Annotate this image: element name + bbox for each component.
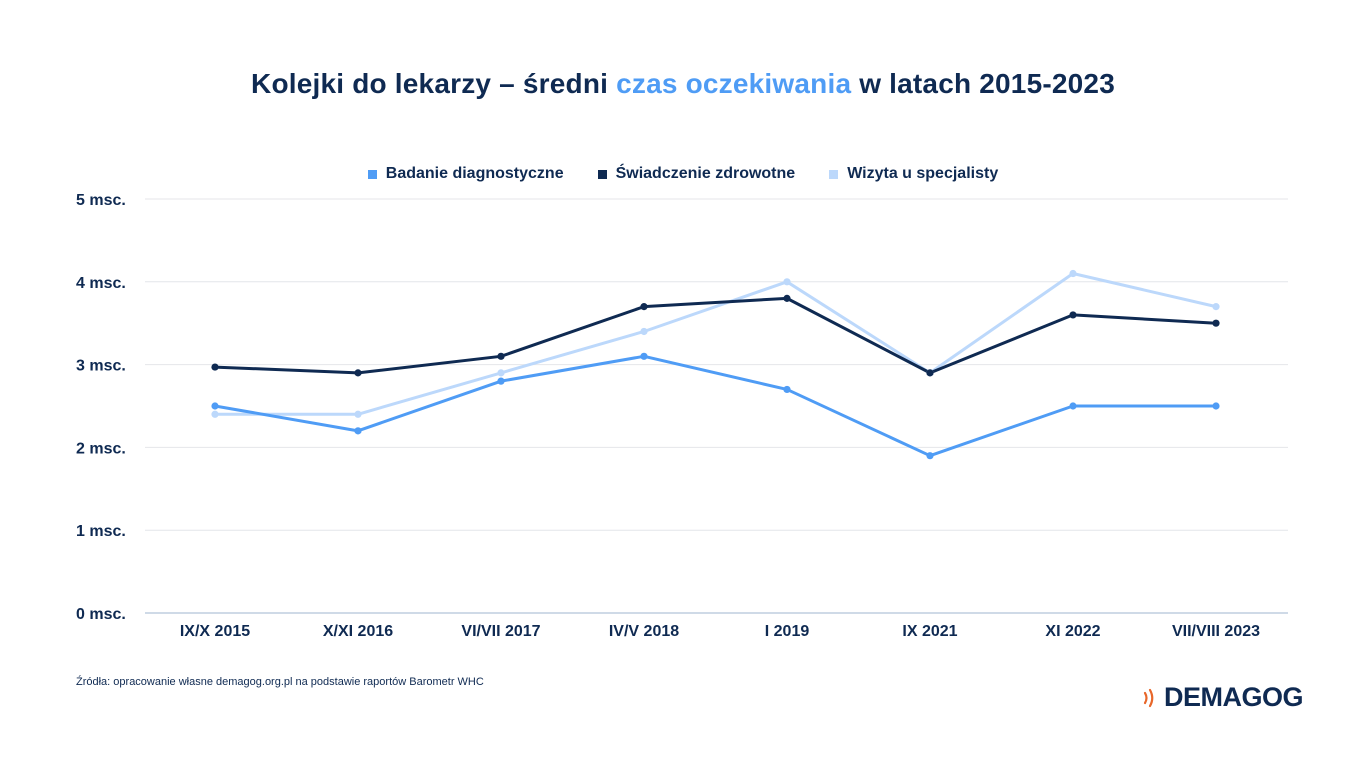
data-point-badanie xyxy=(1069,402,1077,410)
logo-text: DEMAGOG xyxy=(1164,682,1304,712)
data-point-wizyta xyxy=(354,410,362,418)
legend-label-swiadczenie: Świadczenie zdrowotne xyxy=(615,165,796,182)
data-point-badanie xyxy=(926,452,934,460)
data-point-swiadczenie xyxy=(1069,311,1077,319)
x-tick-label: VI/VII 2017 xyxy=(461,623,540,640)
legend-swatch-swiadczenie xyxy=(597,169,607,179)
demagog-logo: DEMAGOG xyxy=(1142,682,1304,713)
data-point-swiadczenie xyxy=(926,369,934,377)
y-tick-label: 2 msc. xyxy=(76,440,126,457)
data-point-swiadczenie xyxy=(783,294,791,302)
chart-legend: Badanie diagnostyczne Świadczenie zdrowo… xyxy=(0,165,1366,183)
chart-title-accent: czas oczekiwania xyxy=(616,68,852,99)
chart-title-part1: Kolejki do lekarzy – średni xyxy=(251,68,617,99)
data-point-wizyta xyxy=(640,327,648,336)
legend-swatch-wizyta xyxy=(829,169,839,179)
data-point-badanie xyxy=(497,377,505,385)
data-point-badanie xyxy=(640,352,648,360)
x-tick-label: IX/X 2015 xyxy=(180,623,250,640)
legend-item-swiadczenie: Świadczenie zdrowotne xyxy=(597,165,796,183)
series-line-swiadczenie xyxy=(213,296,1218,375)
legend-label-badanie: Badanie diagnostyczne xyxy=(385,165,564,182)
data-point-swiadczenie xyxy=(1212,319,1220,327)
y-tick-label: 1 msc. xyxy=(76,523,126,540)
series-line-wizyta xyxy=(213,272,1218,416)
data-point-badanie xyxy=(354,427,362,435)
chart-title-part2: w latach 2015-2023 xyxy=(851,68,1115,99)
data-point-swiadczenie xyxy=(354,369,362,377)
y-tick-label: 0 msc. xyxy=(76,606,126,623)
data-point-badanie xyxy=(783,385,791,394)
y-tick-label: 4 msc. xyxy=(76,275,126,292)
chart-title: Kolejki do lekarzy – średni czas oczekiw… xyxy=(0,68,1366,100)
x-tick-label: IX 2021 xyxy=(902,623,957,640)
data-point-badanie xyxy=(1212,402,1220,410)
y-tick-label: 5 msc. xyxy=(76,192,126,209)
data-point-swiadczenie xyxy=(640,303,648,311)
legend-swatch-badanie xyxy=(367,169,377,179)
data-point-swiadczenie xyxy=(211,363,219,371)
x-tick-label: X/XI 2016 xyxy=(323,623,393,640)
source-note: Źródła: opracowanie własne demagog.org.p… xyxy=(76,676,484,688)
data-point-wizyta xyxy=(497,369,505,377)
data-point-badanie xyxy=(211,402,219,410)
data-point-swiadczenie xyxy=(497,352,505,360)
x-tick-label: I 2019 xyxy=(765,623,810,640)
data-point-wizyta xyxy=(1212,303,1220,311)
data-point-wizyta xyxy=(211,410,219,418)
y-tick-label: 3 msc. xyxy=(76,358,126,375)
data-point-wizyta xyxy=(783,278,791,286)
series-line-badanie xyxy=(213,354,1218,458)
legend-item-badanie: Badanie diagnostyczne xyxy=(367,165,564,183)
x-tick-label: IV/V 2018 xyxy=(609,623,679,640)
sound-waves-icon xyxy=(1143,688,1154,707)
legend-label-wizyta: Wizyta u specjalisty xyxy=(847,165,999,182)
x-tick-label: XI 2022 xyxy=(1045,623,1100,640)
x-tick-label: VII/VIII 2023 xyxy=(1172,623,1260,640)
legend-item-wizyta: Wizyta u specjalisty xyxy=(829,165,998,183)
data-point-wizyta xyxy=(1069,269,1077,278)
